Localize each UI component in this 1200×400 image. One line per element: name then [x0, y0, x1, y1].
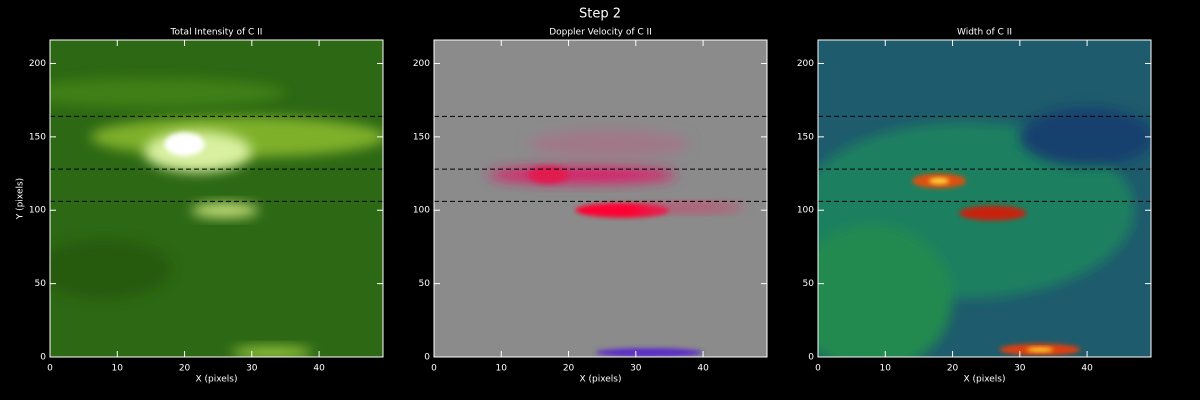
- map-feature: [50, 239, 172, 299]
- y-tick-label: 150: [29, 132, 46, 142]
- x-tick-label: 10: [880, 364, 892, 374]
- y-tick-label: 150: [413, 132, 430, 142]
- x-tick-label: 10: [112, 364, 124, 374]
- panel-title: Doppler Velocity of C II: [549, 28, 652, 38]
- map-feature: [595, 348, 704, 357]
- map-image: [434, 40, 767, 357]
- y-tick-label: 0: [808, 353, 814, 363]
- plot-frame: [433, 39, 768, 358]
- map-background: [434, 40, 767, 357]
- map-feature: [528, 129, 690, 159]
- map-feature: [191, 202, 259, 218]
- y-tick-label: 100: [797, 206, 814, 216]
- x-tick-label: 40: [313, 364, 325, 374]
- map-feature: [818, 224, 953, 357]
- plot-frame: [49, 39, 384, 358]
- panel: 0 10 20 30 40 0 50 100 150 200 Doppler Velocity of…: [413, 28, 768, 385]
- y-tick-label: 0: [424, 353, 430, 363]
- y-tick-label: 200: [29, 59, 46, 69]
- y-tick-label: 100: [29, 206, 46, 216]
- panel: 0 10 20 30 40 0 50 100 150 200 Width of C II X (pix…: [797, 28, 1152, 385]
- x-tick-label: 30: [246, 364, 258, 374]
- figure-title: Step 2: [579, 7, 621, 22]
- x-axis-label: X (pixels): [963, 375, 1005, 385]
- map-feature: [635, 202, 744, 212]
- x-tick-label: 20: [947, 364, 959, 374]
- x-tick-label: 40: [697, 364, 709, 374]
- y-tick-label: 200: [797, 59, 814, 69]
- map-feature: [528, 166, 569, 184]
- y-tick-label: 0: [40, 353, 46, 363]
- map-feature: [1019, 107, 1151, 167]
- y-tick-label: 100: [413, 206, 430, 216]
- y-tick-label: 50: [803, 279, 815, 289]
- x-axis-label: X (pixels): [579, 375, 621, 385]
- x-tick-label: 40: [1081, 364, 1093, 374]
- plot-frame: [817, 39, 1152, 358]
- map-image: [50, 40, 383, 357]
- x-tick-label: 30: [630, 364, 642, 374]
- map-feature: [1026, 347, 1054, 352]
- x-tick-label: 20: [179, 364, 191, 374]
- x-tick-label: 0: [47, 364, 53, 374]
- panel: 0 10 20 30 40 0 50 100 150 200 Total Intensity of …: [16, 28, 384, 385]
- y-axis-label: Y (pixels): [16, 178, 26, 220]
- panel-title: Width of C II: [957, 28, 1012, 38]
- y-tick-label: 50: [35, 279, 47, 289]
- x-tick-label: 10: [496, 364, 508, 374]
- x-tick-label: 0: [431, 364, 437, 374]
- x-tick-label: 0: [815, 364, 821, 374]
- map-image: [818, 40, 1151, 357]
- map-feature: [50, 78, 286, 108]
- y-tick-label: 200: [413, 59, 430, 69]
- map-feature: [959, 205, 1027, 221]
- panel-title: Total Intensity of C II: [170, 28, 263, 38]
- y-tick-label: 150: [797, 132, 814, 142]
- map-feature: [929, 177, 950, 184]
- x-axis-label: X (pixels): [195, 375, 237, 385]
- map-feature: [164, 132, 205, 156]
- x-tick-label: 30: [1014, 364, 1026, 374]
- y-tick-label: 50: [419, 279, 431, 289]
- x-tick-label: 20: [563, 364, 575, 374]
